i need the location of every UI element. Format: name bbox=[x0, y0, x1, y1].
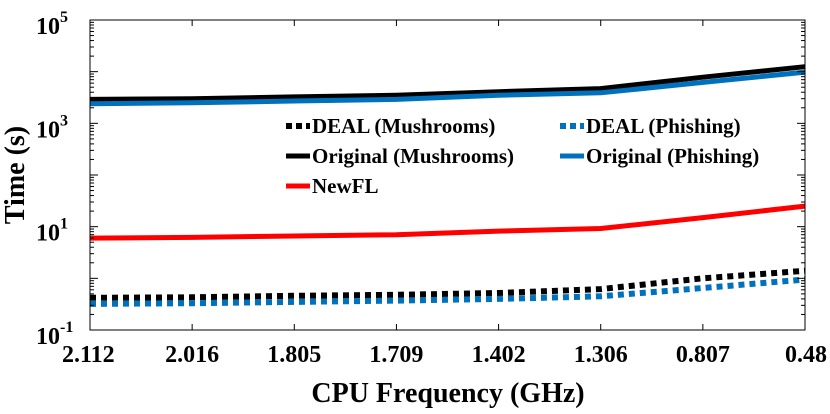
series-lines bbox=[89, 64, 806, 307]
y-tick-label: 105 bbox=[36, 9, 68, 40]
legend-label: DEAL (Mushrooms) bbox=[312, 114, 495, 138]
y-tick-label: 101 bbox=[36, 216, 68, 247]
legend-item: Original (Phishing) bbox=[560, 144, 759, 168]
y-tick-label: 103 bbox=[36, 112, 68, 143]
legend-item: DEAL (Phishing) bbox=[560, 114, 741, 138]
series-line-original-mushrooms bbox=[89, 64, 806, 102]
legend-item: DEAL (Mushrooms) bbox=[286, 114, 495, 138]
x-tick-label: 1.709 bbox=[369, 342, 423, 368]
series-line-newfl bbox=[89, 203, 806, 241]
y-tick-label: 10-1 bbox=[36, 319, 73, 350]
series-line-deal-phishing bbox=[89, 276, 806, 307]
x-tick-label: 2.016 bbox=[165, 342, 219, 368]
x-tick-label: 0.48 bbox=[785, 342, 827, 368]
x-axis-title: CPU Frequency (GHz) bbox=[311, 378, 584, 409]
x-tick-label: 1.805 bbox=[267, 342, 321, 368]
y-axis-title: Time (s) bbox=[0, 126, 31, 224]
legend-item: Original (Mushrooms) bbox=[286, 144, 514, 168]
x-tick-label: 1.306 bbox=[574, 342, 628, 368]
legend: DEAL (Mushrooms) DEAL (Phishing) Original … bbox=[286, 114, 759, 198]
legend-item: NewFL bbox=[286, 174, 379, 198]
x-tick-label: 0.807 bbox=[676, 342, 730, 368]
series-line-original-phishing bbox=[89, 69, 806, 107]
legend-label: Original (Mushrooms) bbox=[312, 144, 514, 168]
legend-label: DEAL (Phishing) bbox=[586, 114, 741, 138]
axis-ticks: 2.112 2.016 1.805 1.709 1.402 1.306 0.807 0.48 1… bbox=[36, 9, 827, 368]
x-tick-label: 2.112 bbox=[62, 342, 115, 368]
legend-label: Original (Phishing) bbox=[586, 144, 759, 168]
legend-label: NewFL bbox=[312, 174, 379, 198]
plot-area-frame bbox=[89, 19, 806, 331]
x-tick-label: 1.402 bbox=[472, 342, 526, 368]
series-line-deal-mushrooms bbox=[89, 267, 806, 301]
